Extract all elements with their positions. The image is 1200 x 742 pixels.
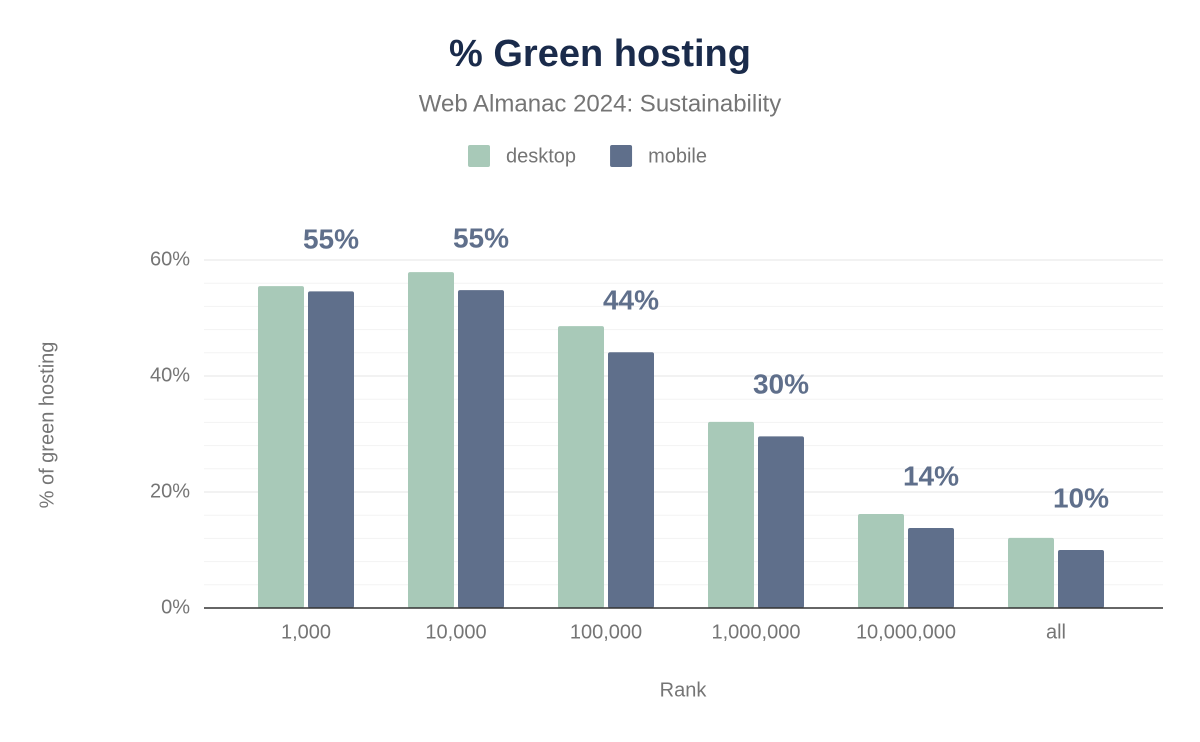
bar — [258, 286, 304, 608]
bar — [1008, 537, 1054, 608]
x-tick-label: 10,000 — [425, 621, 486, 643]
bar — [908, 527, 954, 608]
bar — [558, 326, 604, 608]
x-axis-label: Rank — [660, 679, 708, 701]
bar — [458, 290, 504, 608]
x-tick-label: 1,000,000 — [712, 621, 801, 643]
x-tick-label: 10,000,000 — [856, 621, 956, 643]
y-tick-label: 60% — [150, 248, 190, 270]
value-label: 55% — [453, 223, 509, 254]
x-tick-label: 100,000 — [570, 621, 642, 643]
bar — [608, 352, 654, 608]
value-label: 10% — [1053, 482, 1109, 513]
chart-subtitle: Web Almanac 2024: Sustainability — [419, 90, 781, 117]
bar — [708, 421, 754, 608]
legend-swatch — [610, 145, 633, 167]
legend-label: desktop — [506, 145, 576, 167]
y-tick-label: 20% — [150, 480, 190, 502]
value-label: 30% — [753, 369, 809, 400]
y-tick-label: 40% — [150, 364, 190, 386]
value-label: 55% — [303, 224, 359, 255]
y-axis-label: % of green hosting — [36, 342, 58, 509]
bar — [408, 272, 454, 608]
value-label: 44% — [603, 285, 659, 316]
legend-swatch — [468, 145, 490, 167]
x-tick-label: 1,000 — [281, 621, 331, 643]
bar — [758, 436, 804, 608]
legend-label: mobile — [648, 145, 707, 167]
bar — [858, 514, 904, 608]
value-label: 14% — [903, 460, 959, 491]
chart-title: % Green hosting — [449, 33, 751, 75]
bar — [1058, 550, 1104, 608]
y-tick-label: 0% — [161, 596, 190, 618]
x-tick-label: all — [1046, 621, 1066, 643]
bar — [308, 291, 354, 608]
